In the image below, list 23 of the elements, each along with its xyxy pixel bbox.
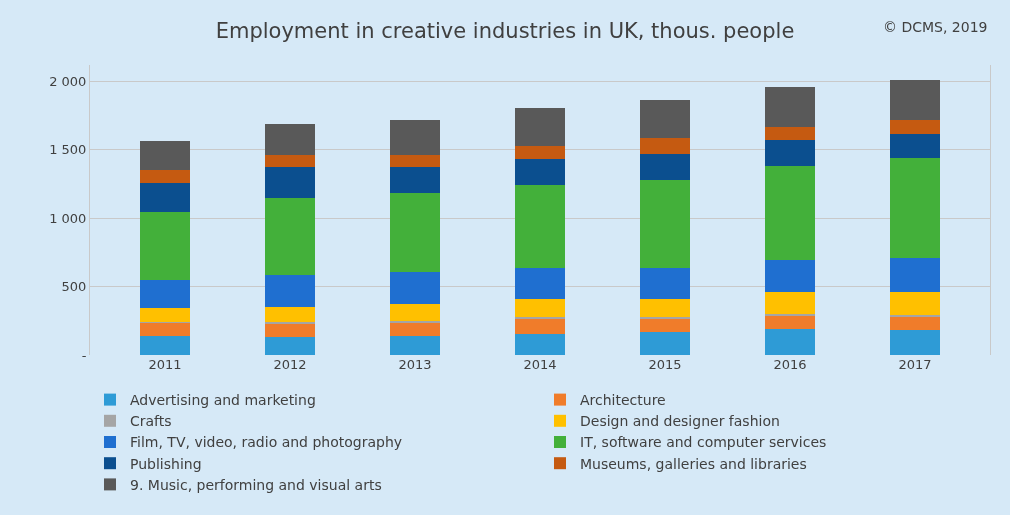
y-tick-label: 1 500 — [49, 142, 87, 158]
text: © DCMS, 2019 — [883, 19, 988, 35]
legend-label: Publishing — [130, 455, 202, 472]
legend-label: Architecture — [580, 392, 666, 409]
y-tick-label: 500 — [61, 279, 87, 295]
x-tick-label: 2012 — [273, 357, 307, 372]
x-tick-label: 2015 — [648, 357, 682, 372]
y-tick-label: 1 000 — [49, 210, 87, 226]
y-tick-label: - — [81, 347, 87, 363]
x-tick-label: 2014 — [523, 357, 557, 372]
x-tick-label: 2016 — [773, 357, 807, 372]
chart-title: Employment in creative industries in UK, thous. people — [215, 18, 795, 43]
x-tick-label: 2017 — [898, 357, 932, 372]
legend-label: 9. Music, performing and visual arts — [130, 476, 382, 493]
legend-label: IT, software and computer services — [580, 434, 827, 451]
legend-label: Crafts — [130, 413, 172, 430]
legend-label: Design and designer fashion — [580, 413, 780, 430]
x-tick-label: 2013 — [398, 357, 432, 372]
legend-label: Advertising and marketing — [130, 392, 316, 409]
legend-label: Film, TV, video, radio and photography — [130, 434, 403, 451]
legend-label: Museums, galleries and libraries — [580, 455, 807, 472]
x-tick-label: 2011 — [148, 357, 182, 372]
y-tick-label: 2 000 — [49, 73, 87, 89]
